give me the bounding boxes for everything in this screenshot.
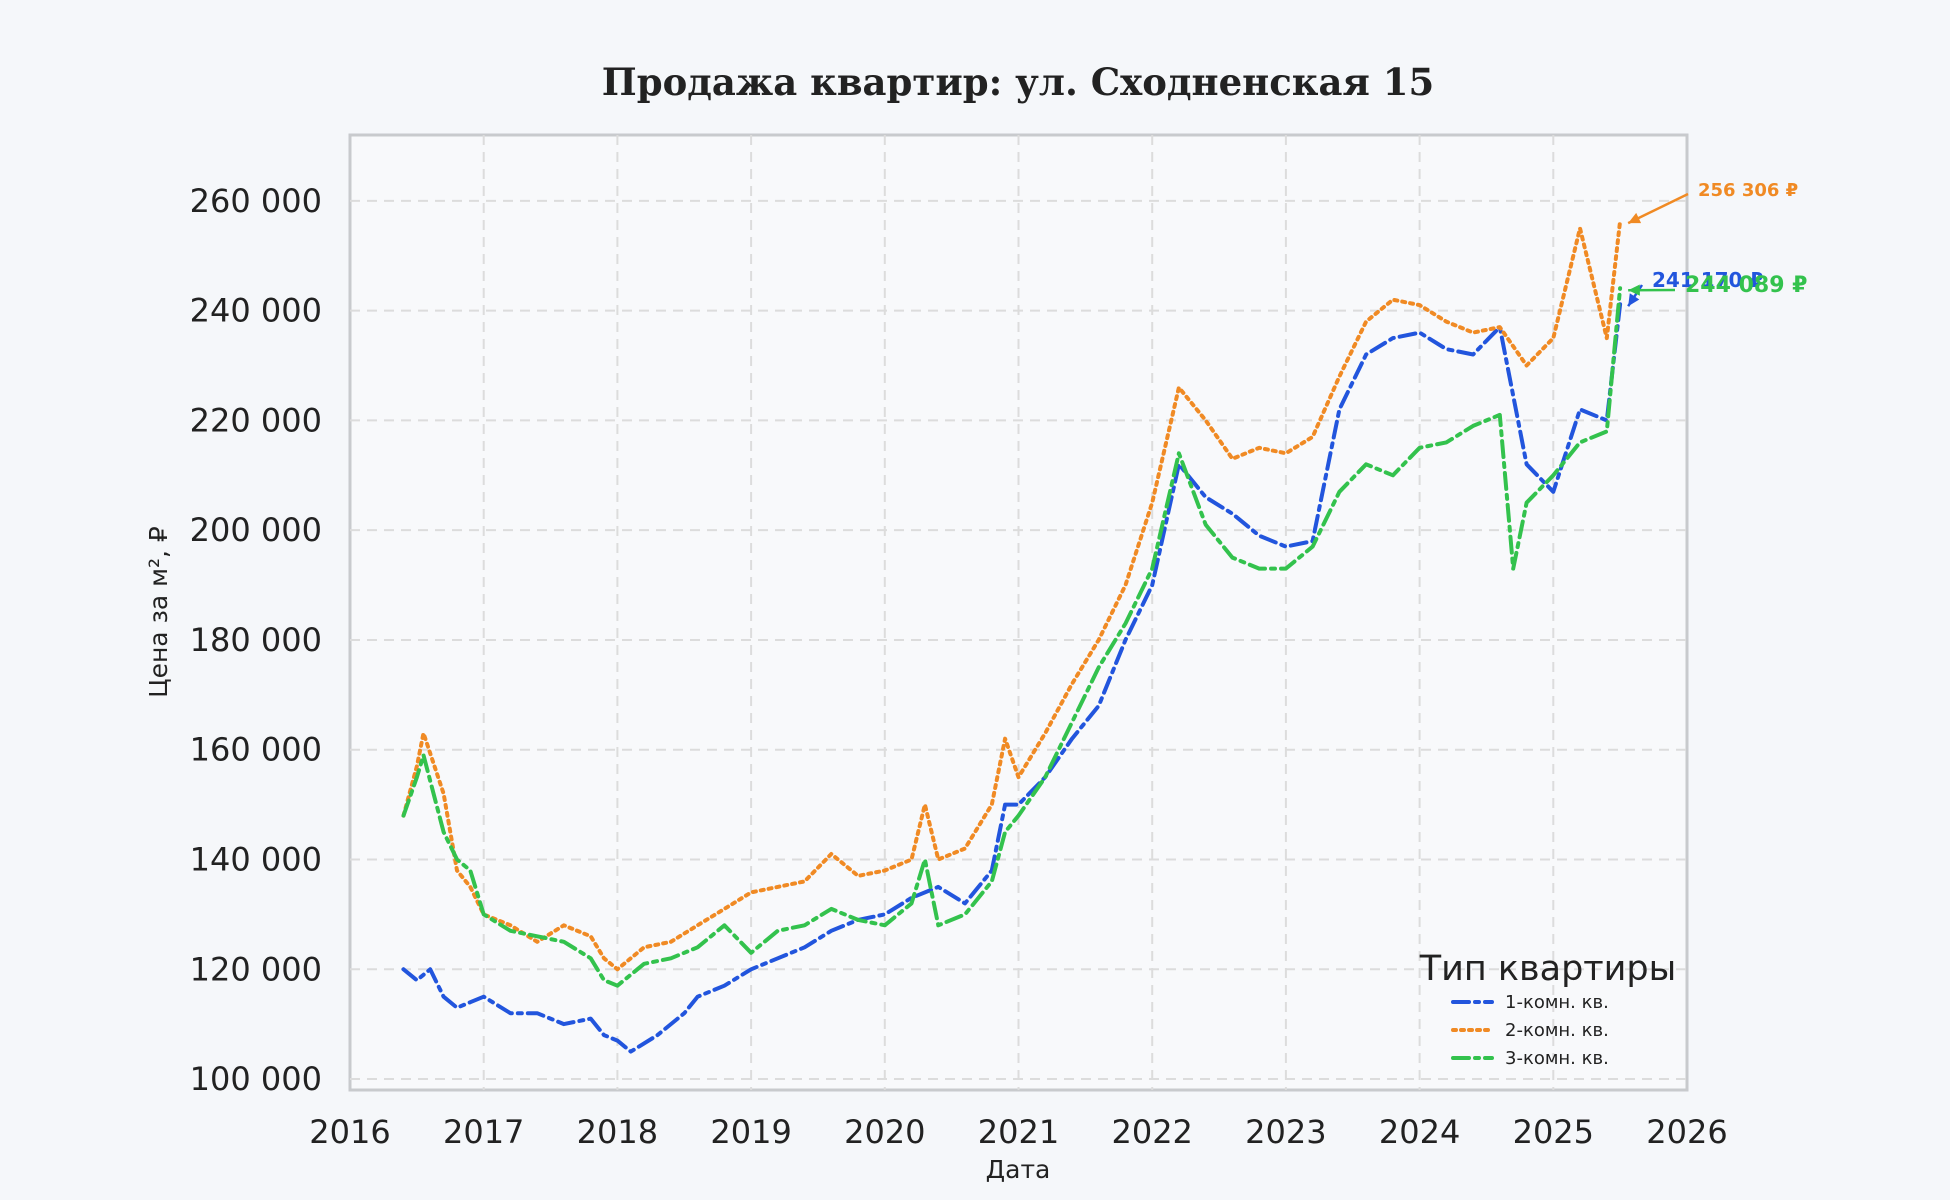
annotation-label: 244 089 ₽ [1685,273,1807,298]
x-tick-label: 2025 [1513,1113,1594,1151]
y-tick-label: 220 000 [190,401,322,439]
y-tick-label: 140 000 [190,840,322,878]
x-tick-label: 2018 [577,1113,658,1151]
annotation-label: 241 170 ₽ [1652,268,1763,292]
annotation-arrowhead [1628,293,1640,307]
grid [350,135,1687,1090]
legend-item-label: 3-комн. кв. [1505,1048,1609,1069]
legend-item-label: 1-комн. кв. [1505,992,1609,1013]
annotation-arrowhead [1628,212,1642,224]
y-tick-label: 120 000 [190,950,322,988]
x-tick-label: 2017 [443,1113,524,1151]
legend: Тип квартиры 1-комн. кв. 2-комн. кв. 3-ком… [1419,949,1677,1069]
series-line [401,302,1623,1054]
legend-item-label: 2-комн. кв. [1505,1020,1609,1041]
x-tick-label: 2026 [1646,1113,1727,1151]
y-tick-label: 240 000 [190,292,322,330]
x-tick-label: 2021 [978,1113,1059,1151]
series-lines [401,219,1623,1054]
axis-ticks: 2016 2017 2018 2019 2020 2021 2022 2023 2024 2025… [190,182,1728,1151]
x-tick-label: 2019 [710,1113,791,1151]
y-tick-label: 260 000 [190,182,322,220]
x-tick-label: 2016 [309,1113,390,1151]
y-tick-label: 160 000 [190,731,322,769]
annotations: 256 306 ₽ 241 170 ₽244 089 ₽ [1627,180,1807,307]
series-line [401,286,1623,988]
legend-title: Тип квартиры [1419,949,1677,989]
y-tick-label: 180 000 [190,621,322,659]
chart-title: Продажа квартир: ул. Сходненская 15 [602,60,1434,104]
y-tick-label: 200 000 [190,511,322,549]
y-axis-label: Цена за м², ₽ [144,526,173,698]
annotation-label: 256 306 ₽ [1698,180,1798,201]
x-tick-label: 2020 [844,1113,925,1151]
annotation-arrowhead [1628,284,1640,296]
x-tick-label: 2024 [1379,1113,1460,1151]
x-axis-label: Дата [986,1155,1051,1184]
x-tick-label: 2022 [1111,1113,1192,1151]
x-tick-label: 2023 [1245,1113,1326,1151]
series-line [401,219,1623,972]
y-tick-label: 100 000 [190,1060,322,1098]
